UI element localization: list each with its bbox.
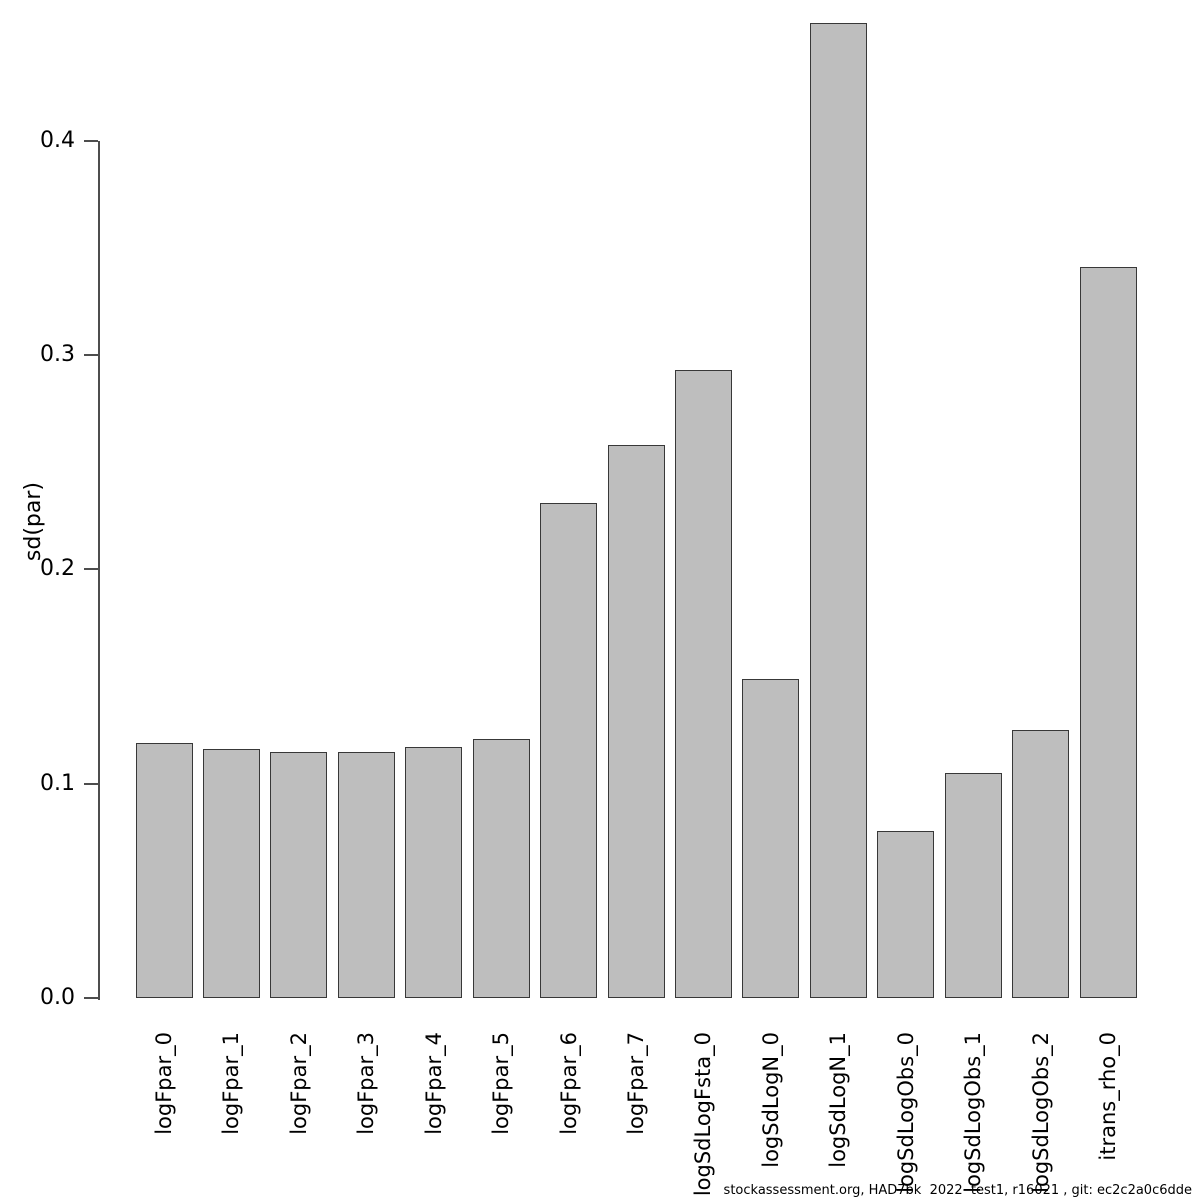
bar-logSdLogFsta_0: [674, 370, 732, 998]
y-tick-mark: [84, 139, 98, 142]
bar-logFpar_4: [405, 747, 463, 998]
x-tick-label: itrans_rho_0: [1096, 1032, 1121, 1161]
y-tick-mark: [84, 568, 98, 571]
bar-logSdLogObs_0: [877, 830, 935, 998]
y-tick-mark: [84, 782, 98, 785]
y-tick-mark: [84, 354, 98, 357]
x-tick-label: logSdLogN_0: [758, 1032, 783, 1168]
y-tick-label: 0.3: [40, 342, 75, 368]
footer-attribution: stockassessment.org, HAD7bk 2022 test1, …: [723, 1183, 1192, 1198]
bar-logSdLogObs_2: [1012, 730, 1070, 998]
x-tick-label: logSdLogN_1: [826, 1032, 851, 1168]
y-tick-label: 0.2: [40, 556, 75, 582]
x-tick-label: logFpar_6: [556, 1032, 581, 1135]
bar-logFpar_1: [202, 749, 260, 998]
bar-itrans_rho_0: [1079, 267, 1137, 998]
x-tick-label: logFpar_3: [354, 1032, 379, 1135]
x-tick-label: logFpar_7: [624, 1032, 648, 1135]
y-tick-mark: [84, 997, 98, 999]
bar-logFpar_6: [540, 502, 598, 998]
bar-logSdLogObs_1: [944, 772, 1002, 998]
y-tick-label: 0.1: [40, 770, 75, 796]
x-tick-label: logFpar_1: [219, 1032, 244, 1135]
x-tick-label: logSdLogObs_2: [1028, 1032, 1053, 1193]
bar-logFpar_7: [607, 445, 665, 998]
bar-logFpar_0: [135, 742, 193, 998]
bar-logSdLogN_1: [809, 22, 867, 998]
y-tick-label: 0.0: [40, 985, 75, 1010]
bar-logFpar_3: [337, 751, 395, 998]
x-tick-label: logSdLogObs_1: [961, 1032, 986, 1193]
bar-logFpar_5: [472, 738, 530, 998]
y-axis-title: sd(par): [21, 482, 46, 562]
x-tick-label: logFpar_5: [489, 1032, 514, 1135]
x-tick-label: logFpar_4: [421, 1032, 446, 1135]
y-tick-label: 0.4: [40, 127, 75, 153]
x-tick-label: logFpar_0: [152, 1032, 176, 1135]
x-tick-label: logFpar_2: [286, 1032, 311, 1135]
bar-logSdLogN_0: [742, 678, 800, 998]
x-tick-label: logSdLogObs_0: [893, 1032, 918, 1193]
y-axis-line: [98, 140, 100, 1000]
bar-logFpar_2: [270, 751, 328, 998]
x-tick-label: logSdLogFsta_0: [691, 1032, 716, 1197]
